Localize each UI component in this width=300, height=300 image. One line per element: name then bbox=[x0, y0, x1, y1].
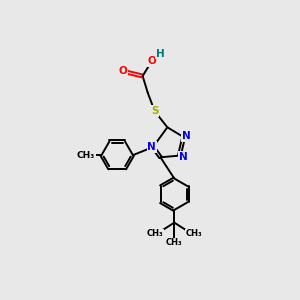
Text: H: H bbox=[156, 49, 165, 58]
Text: O: O bbox=[118, 66, 127, 76]
Text: CH₃: CH₃ bbox=[186, 229, 202, 238]
Text: N: N bbox=[148, 142, 156, 152]
Text: CH₃: CH₃ bbox=[166, 238, 183, 247]
Text: S: S bbox=[151, 106, 158, 116]
Text: N: N bbox=[182, 131, 191, 141]
Text: O: O bbox=[148, 56, 157, 66]
Text: CH₃: CH₃ bbox=[77, 151, 95, 160]
Text: N: N bbox=[179, 152, 188, 162]
Text: CH₃: CH₃ bbox=[146, 229, 163, 238]
